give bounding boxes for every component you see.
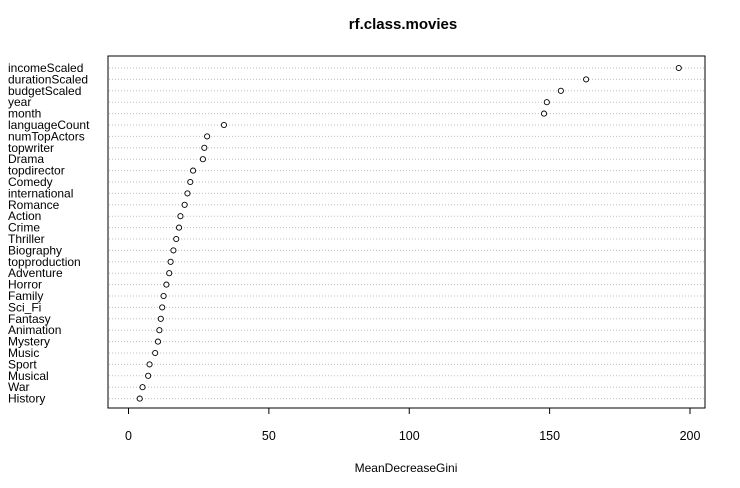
point-topproduction bbox=[167, 258, 174, 265]
x-tick-label: 0 bbox=[125, 429, 132, 443]
point-languagecount bbox=[220, 121, 228, 129]
y-labels: incomeScaleddurationScaledbudgetScaledye… bbox=[8, 61, 90, 406]
point-animation bbox=[156, 327, 163, 334]
y-label-horror: Horror bbox=[8, 278, 42, 292]
x-tick-label: 100 bbox=[399, 429, 420, 443]
point-horror bbox=[163, 281, 170, 288]
point-adventure bbox=[166, 270, 173, 277]
y-label-biography: Biography bbox=[8, 243, 62, 257]
y-label-musical: Musical bbox=[8, 369, 49, 383]
y-label-topwriter: topwriter bbox=[8, 141, 54, 155]
point-war bbox=[139, 384, 146, 391]
y-label-numtopactors: numTopActors bbox=[8, 129, 85, 143]
point-comedy bbox=[187, 178, 194, 186]
point-mystery bbox=[154, 338, 162, 345]
y-label-incomescaled: incomeScaled bbox=[8, 61, 83, 75]
point-budgetscaled bbox=[557, 87, 564, 94]
y-label-languagecount: languageCount bbox=[8, 118, 90, 132]
plot-frame bbox=[107, 55, 706, 409]
point-history bbox=[136, 395, 143, 402]
point-romance bbox=[181, 201, 188, 208]
guide-lines bbox=[109, 67, 704, 400]
y-label-romance: Romance bbox=[8, 198, 60, 212]
data-points bbox=[136, 64, 682, 402]
x-tick-label: 50 bbox=[262, 429, 276, 443]
point-durationscaled bbox=[583, 76, 590, 83]
point-musical bbox=[145, 372, 152, 379]
y-label-topdirector: topdirector bbox=[8, 164, 65, 178]
x-tick-label: 150 bbox=[539, 429, 560, 443]
y-label-music: Music bbox=[8, 346, 39, 360]
point-drama bbox=[199, 156, 206, 163]
point-topwriter bbox=[201, 144, 208, 151]
y-label-fantasy: Fantasy bbox=[8, 312, 51, 326]
y-label-crime: Crime bbox=[8, 221, 40, 235]
point-sport bbox=[146, 361, 153, 368]
point-biography bbox=[170, 247, 177, 254]
point-action bbox=[177, 213, 184, 220]
point-sci-fi bbox=[159, 304, 166, 311]
y-label-drama: Drama bbox=[8, 152, 44, 166]
point-fantasy bbox=[157, 315, 164, 322]
y-label-thriller: Thriller bbox=[8, 232, 45, 246]
point-thriller bbox=[173, 235, 180, 243]
y-label-international: international bbox=[8, 186, 73, 200]
point-numtopactors bbox=[204, 133, 211, 140]
point-year bbox=[543, 99, 550, 106]
x-axis-label: MeanDecreaseGini bbox=[355, 461, 458, 475]
point-incomescaled bbox=[675, 64, 682, 72]
y-label-budgetscaled: budgetScaled bbox=[8, 84, 81, 98]
x-tick-label: 200 bbox=[680, 429, 701, 443]
y-label-adventure: Adventure bbox=[8, 266, 63, 280]
y-label-sport: Sport bbox=[8, 357, 37, 371]
point-crime bbox=[175, 224, 183, 231]
point-international bbox=[184, 190, 191, 197]
y-label-action: Action bbox=[8, 209, 41, 223]
y-label-topproduction: topproduction bbox=[8, 255, 81, 269]
y-label-sci-fi: Sci_Fi bbox=[8, 300, 41, 314]
y-label-mystery: Mystery bbox=[8, 335, 50, 349]
point-topdirector bbox=[190, 167, 197, 174]
point-family bbox=[160, 292, 167, 300]
y-label-war: War bbox=[8, 380, 30, 394]
chart-title: rf.class.movies bbox=[349, 16, 457, 33]
y-label-animation: Animation bbox=[8, 323, 61, 337]
y-label-history: History bbox=[8, 392, 45, 406]
y-label-month: month bbox=[8, 107, 41, 121]
point-music bbox=[152, 349, 159, 357]
y-label-family: Family bbox=[8, 289, 43, 303]
y-label-durationscaled: durationScaled bbox=[8, 72, 88, 86]
y-label-comedy: Comedy bbox=[8, 175, 53, 189]
y-label-year: year bbox=[8, 95, 31, 109]
x-axis: 0 50 100 150 200 bbox=[125, 408, 700, 443]
point-month bbox=[540, 110, 548, 117]
